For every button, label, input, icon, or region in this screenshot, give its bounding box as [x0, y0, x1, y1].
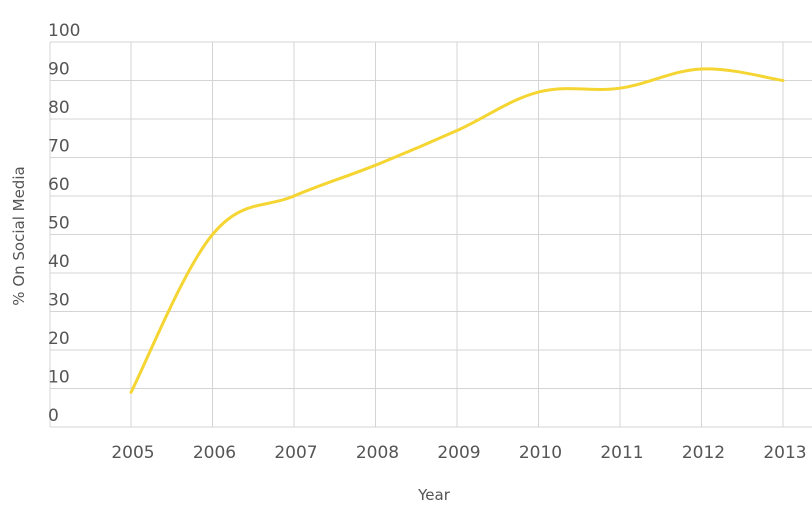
- y-tick-label: 90: [48, 60, 70, 80]
- data-point: [782, 80, 784, 81]
- data-point: [619, 87, 621, 89]
- data-point: [701, 68, 702, 70]
- y-tick-label: 60: [48, 175, 70, 195]
- grid-lines: [49, 41, 812, 428]
- y-tick-label: 80: [48, 98, 70, 118]
- data-point: [212, 234, 213, 235]
- x-tick-label: 2005: [111, 443, 154, 463]
- x-tick-label: 2013: [763, 443, 806, 463]
- x-tick-label: 2008: [356, 443, 399, 463]
- x-axis-title: Year: [417, 486, 451, 504]
- data-point: [456, 130, 458, 132]
- data-point: [538, 91, 539, 93]
- x-tick-labels: 2005 2006 2007 2008 2009 2010 2011 2012 2013: [111, 443, 806, 463]
- y-tick-label: 70: [48, 137, 70, 157]
- x-tick-label: 2006: [193, 443, 236, 463]
- y-tick-label: 10: [48, 368, 70, 388]
- x-tick-label: 2011: [600, 443, 643, 463]
- series-lines: [129, 67, 785, 394]
- y-tick-label: 100: [48, 21, 80, 41]
- data-point: [130, 391, 132, 393]
- y-tick-labels: 0 10 20 30 40 50 60 70 80 90 100: [48, 21, 80, 426]
- y-tick-label: 40: [48, 252, 70, 272]
- y-tick-label: 20: [48, 329, 70, 349]
- data-point: [293, 195, 295, 197]
- x-tick-label: 2010: [519, 443, 562, 463]
- y-axis-title: % On Social Media: [10, 166, 28, 305]
- y-tick-label: 50: [48, 214, 70, 234]
- data-point: [375, 164, 376, 166]
- y-tick-label: 0: [48, 406, 59, 426]
- y-tick-label: 30: [48, 291, 70, 311]
- x-tick-label: 2009: [437, 443, 480, 463]
- x-tick-label: 2012: [682, 443, 725, 463]
- x-tick-label: 2007: [274, 443, 317, 463]
